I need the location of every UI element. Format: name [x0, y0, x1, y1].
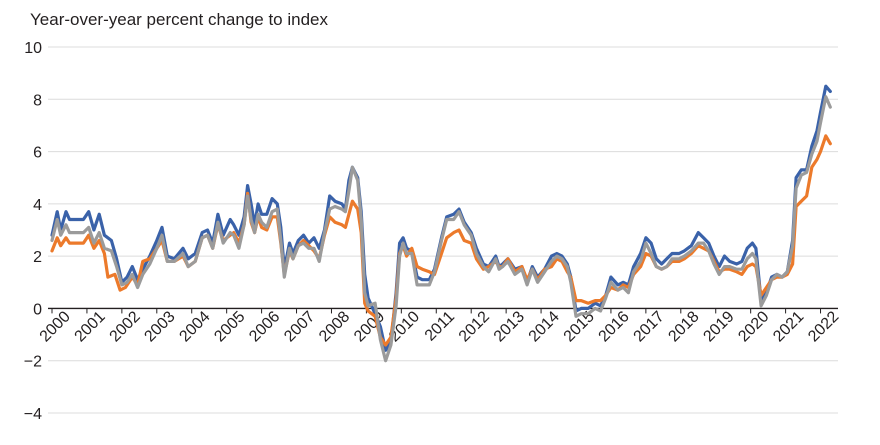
- series-lines: [50, 84, 832, 363]
- x-tick-label: 2000: [37, 308, 74, 345]
- x-tick-label: 2007: [281, 308, 318, 345]
- x-tick-label: 2018: [665, 308, 702, 345]
- x-tick-label: 2017: [631, 308, 668, 345]
- x-tick-labels: 2000200120022003200420052006200720082009…: [37, 308, 843, 345]
- x-tick-label: 2008: [316, 308, 353, 345]
- x-tick-label: 2011: [422, 308, 458, 344]
- x-tick-label: 2001: [72, 308, 109, 345]
- y-tick-label: −4: [24, 406, 42, 423]
- y-axis-title: Year-over-year percent change to index: [30, 10, 328, 29]
- series-line-1: [50, 84, 832, 352]
- y-tick-label: 0: [33, 301, 42, 318]
- y-tick-label: −2: [24, 354, 42, 371]
- x-tick-label: 2005: [211, 308, 248, 345]
- series-line-3: [50, 95, 832, 363]
- x-tick-label: 2022: [805, 308, 842, 345]
- y-tick-label: 2: [33, 249, 42, 266]
- y-tick-labels: −4 −2 0 2 4 6 8 10: [24, 40, 42, 423]
- x-tick-label: 2002: [107, 308, 144, 345]
- x-tick-label: 2021: [770, 308, 807, 345]
- x-tick-label: 2020: [735, 308, 772, 345]
- x-tick-label: 2016: [596, 308, 633, 345]
- y-tick-label: 4: [33, 197, 42, 214]
- y-tick-label: 8: [33, 92, 42, 109]
- y-tick-label: 10: [24, 40, 42, 57]
- x-tick-label: 2012: [456, 308, 493, 345]
- x-tick-label: 2013: [491, 308, 528, 345]
- x-tick-label: 2014: [526, 308, 563, 345]
- x-tick-label: 2019: [700, 308, 737, 345]
- x-tick-label: 2004: [176, 308, 213, 345]
- x-tick-label: 2003: [141, 308, 178, 345]
- x-tick-label: 2006: [246, 308, 283, 345]
- y-tick-label: 6: [33, 145, 42, 162]
